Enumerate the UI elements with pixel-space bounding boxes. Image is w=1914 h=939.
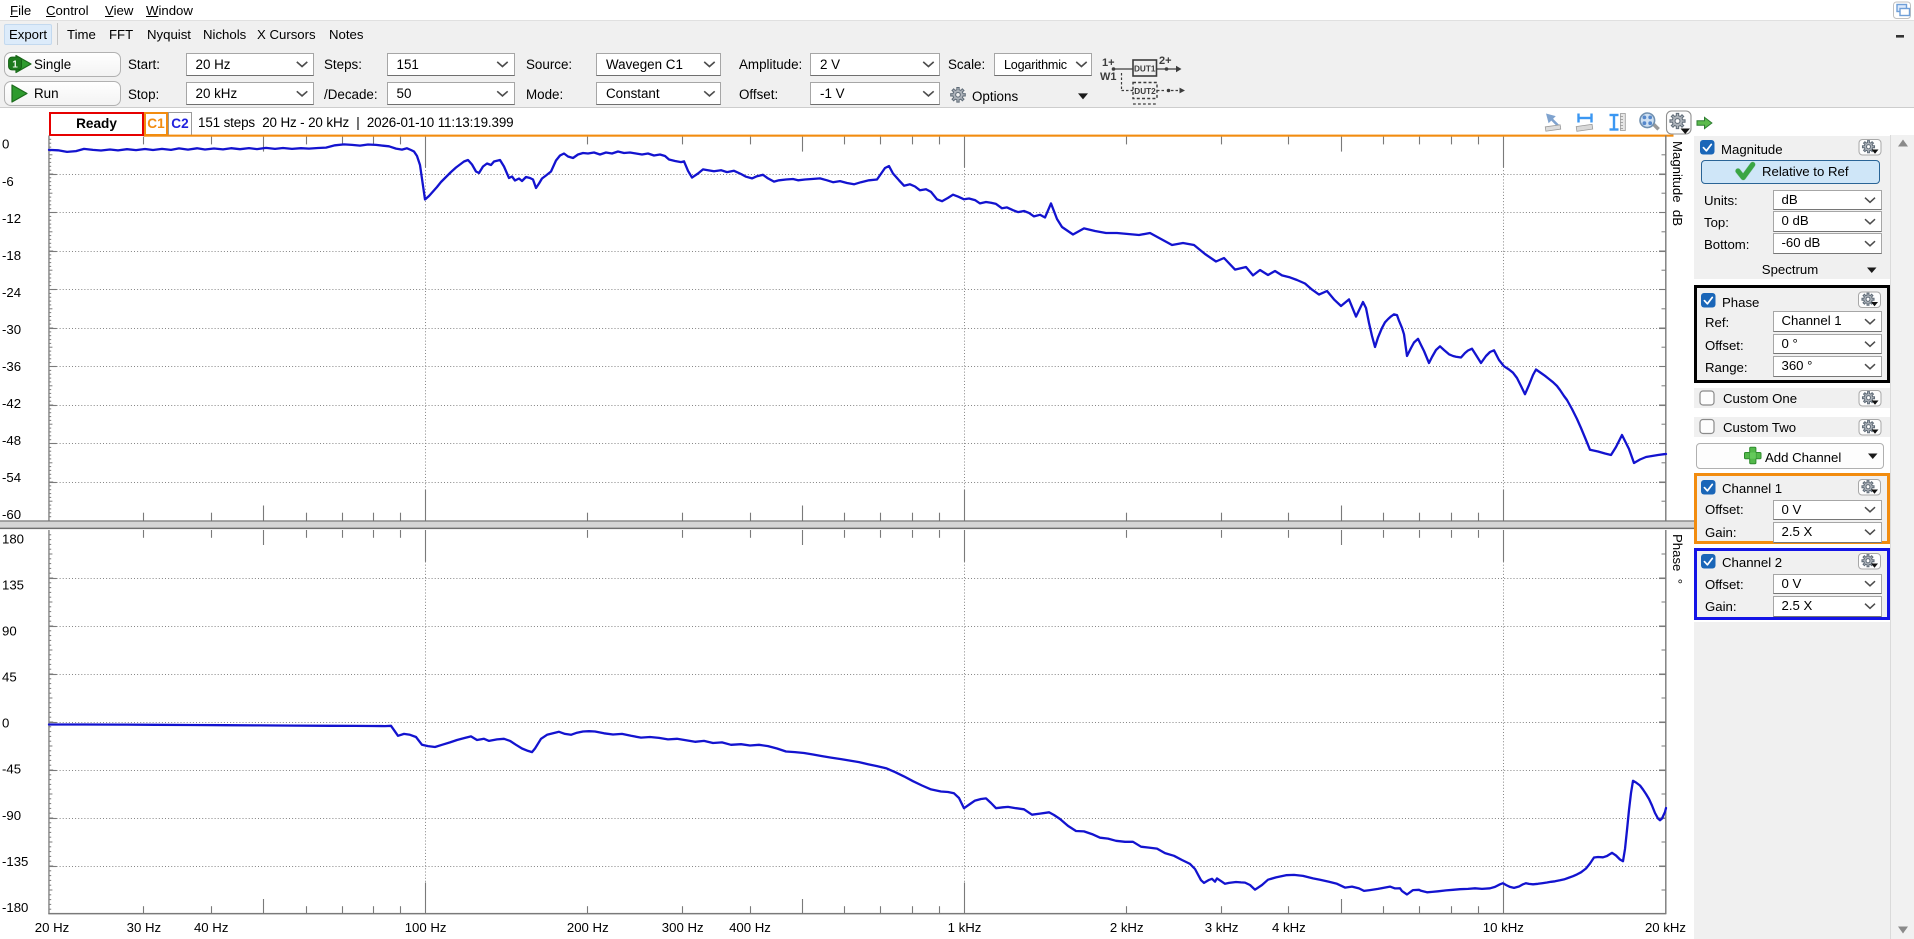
svg-text:3 kHz: 3 kHz [1205, 920, 1239, 935]
svg-text:100 Hz: 100 Hz [405, 920, 447, 935]
svg-text:20 Hz: 20 Hz [35, 920, 69, 935]
svg-text:-45: -45 [2, 762, 21, 777]
svg-text:135: 135 [2, 578, 24, 593]
svg-text:-30: -30 [2, 322, 21, 337]
svg-text:1 kHz: 1 kHz [948, 920, 982, 935]
svg-text:180: 180 [2, 531, 24, 546]
svg-text:90: 90 [2, 624, 17, 639]
svg-text:40 Hz: 40 Hz [194, 920, 228, 935]
svg-text:4 kHz: 4 kHz [1272, 920, 1306, 935]
svg-text:400 Hz: 400 Hz [729, 920, 771, 935]
svg-text:-48: -48 [2, 433, 21, 448]
svg-text:-54: -54 [2, 470, 21, 485]
svg-text:-60: -60 [2, 507, 21, 522]
svg-text:-6: -6 [2, 174, 14, 189]
svg-text:30 Hz: 30 Hz [127, 920, 161, 935]
svg-text:0: 0 [2, 716, 9, 731]
svg-text:Phase °: Phase ° [1670, 534, 1685, 584]
svg-text:-42: -42 [2, 396, 21, 411]
svg-text:45: 45 [2, 670, 17, 685]
svg-text:10 kHz: 10 kHz [1483, 920, 1524, 935]
svg-text:-36: -36 [2, 359, 21, 374]
svg-text:2 kHz: 2 kHz [1110, 920, 1144, 935]
svg-text:-135: -135 [2, 854, 28, 869]
svg-text:-18: -18 [2, 248, 21, 263]
svg-text:-180: -180 [2, 900, 28, 915]
svg-text:-24: -24 [2, 285, 21, 300]
svg-text:Magnitude dB: Magnitude dB [1670, 141, 1685, 226]
svg-text:20 kHz: 20 kHz [1645, 920, 1686, 935]
svg-text:200 Hz: 200 Hz [567, 920, 609, 935]
svg-text:300 Hz: 300 Hz [662, 920, 704, 935]
svg-text:0: 0 [2, 137, 9, 152]
svg-text:-12: -12 [2, 211, 21, 226]
svg-text:-90: -90 [2, 808, 21, 823]
